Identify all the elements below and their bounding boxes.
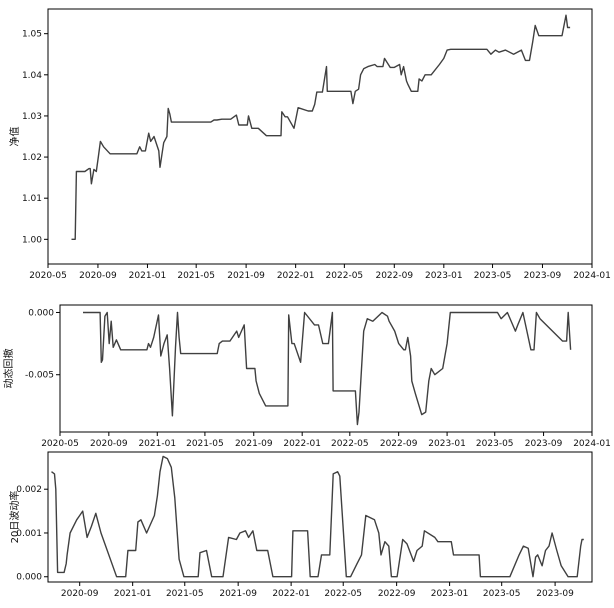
drawdown-x-tick-label: 2023-01	[428, 439, 466, 449]
drawdown-y-axis-label: 动态回撤	[2, 349, 15, 389]
drawdown-plot-frame	[59, 304, 593, 433]
drawdown-x-tick-label: 2021-01	[138, 439, 176, 449]
volatility-plot-frame	[47, 451, 593, 583]
volatility-x-tick-label: 2023-09	[536, 589, 574, 599]
drawdown-x-tick-label: 2021-09	[235, 439, 273, 449]
nav-x-tick-label: 2020-05	[29, 271, 67, 281]
drawdown-x-tick-label: 2020-05	[41, 439, 79, 449]
nav-y-tick-label: 1.04	[22, 71, 42, 81]
drawdown-x-tick-label: 2020-09	[90, 439, 128, 449]
nav-x-tick-label: 2023-05	[474, 271, 512, 281]
nav-y-tick-label: 1.05	[22, 30, 42, 40]
drawdown-x-tick-label: 2022-05	[331, 439, 369, 449]
nav-x-tick-label: 2022-05	[326, 271, 364, 281]
volatility-y-axis-label: 20日波动率	[8, 491, 21, 544]
volatility-x-tick-label: 2021-01	[114, 589, 152, 599]
nav-y-tick-label: 1.02	[22, 153, 42, 163]
nav-x-tick-label: 2024-01	[573, 271, 611, 281]
drawdown-x-tick-label: 2023-05	[476, 439, 514, 449]
drawdown-x-tick-label: 2024-01	[573, 439, 611, 449]
drawdown-x-tick-label: 2022-09	[380, 439, 418, 449]
drawdown-x-tick-label: 2022-01	[283, 439, 321, 449]
volatility-x-tick-label: 2021-05	[166, 589, 204, 599]
volatility-y-tick-label: 0.002	[16, 485, 42, 495]
volatility-series-line	[51, 455, 584, 578]
nav-x-tick-label: 2021-05	[177, 271, 215, 281]
volatility-y-tick-label: 0.000	[16, 573, 42, 583]
nav-x-tick-label: 2023-01	[425, 271, 463, 281]
nav-x-tick-label: 2021-09	[227, 271, 265, 281]
nav-plot-frame	[47, 8, 593, 265]
nav-y-axis-label: 净值	[8, 127, 21, 147]
volatility-x-tick-label: 2023-01	[431, 589, 469, 599]
volatility-x-tick-label: 2022-05	[324, 589, 362, 599]
nav-y-tick-label: 1.03	[22, 112, 42, 122]
nav-series-line	[71, 14, 571, 241]
volatility-x-tick-label: 2020-09	[61, 589, 99, 599]
drawdown-y-tick-label: 0.000	[28, 308, 54, 318]
drawdown-series-line	[83, 311, 572, 426]
drawdown-panel: 2020-05 2020-09 2021-01 2021-05 2021-09 2022-…	[2, 304, 611, 449]
volatility-x-tick-label: 2023-05	[483, 589, 521, 599]
volatility-x-tick-label: 2021-09	[219, 589, 257, 599]
nav-panel: 2020-05 2020-09 2021-01 2021-05 2021-09 2022-…	[8, 8, 611, 281]
volatility-x-tick-label: 2022-01	[272, 589, 310, 599]
drawdown-x-tick-label: 2023-09	[525, 439, 563, 449]
volatility-y-tick-label: 0.001	[16, 529, 42, 539]
nav-x-tick-label: 2022-09	[375, 271, 413, 281]
nav-x-tick-label: 2020-09	[79, 271, 117, 281]
nav-x-tick-label: 2021-01	[129, 271, 167, 281]
nav-x-tick-label: 2022-01	[277, 271, 315, 281]
nav-x-tick-label: 2023-09	[524, 271, 562, 281]
nav-y-tick-label: 1.00	[22, 235, 42, 245]
drawdown-x-tick-label: 2021-05	[186, 439, 224, 449]
drawdown-y-tick-label: -0.005	[25, 371, 54, 381]
nav-y-tick-label: 1.01	[22, 194, 42, 204]
volatility-panel: 2020-09 2021-01 2021-05 2021-09 2022-01 2022-…	[8, 451, 593, 599]
volatility-x-tick-label: 2022-09	[378, 589, 416, 599]
